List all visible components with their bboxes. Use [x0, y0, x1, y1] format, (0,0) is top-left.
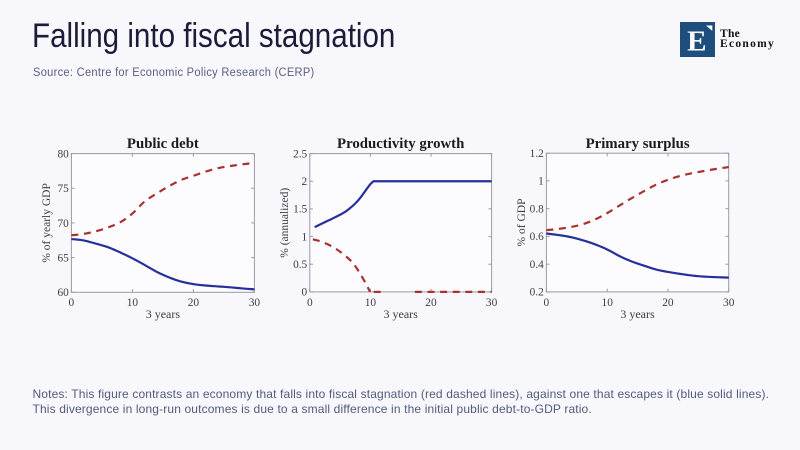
- svg-text:0.8: 0.8: [530, 204, 544, 216]
- svg-text:2: 2: [302, 176, 308, 188]
- svg-text:30: 30: [723, 297, 735, 309]
- svg-text:70: 70: [58, 218, 70, 230]
- svg-text:0.2: 0.2: [530, 287, 544, 299]
- svg-text:1.5: 1.5: [293, 204, 307, 216]
- svg-text:75: 75: [58, 183, 70, 195]
- svg-text:3 years: 3 years: [384, 307, 419, 321]
- svg-text:60: 60: [58, 287, 70, 299]
- svg-text:0: 0: [69, 297, 75, 309]
- svg-text:0.5: 0.5: [293, 259, 307, 271]
- svg-text:10: 10: [127, 297, 139, 309]
- svg-text:Productivity growth: Productivity growth: [337, 136, 464, 152]
- svg-text:0: 0: [307, 297, 313, 309]
- svg-text:80: 80: [58, 148, 70, 160]
- svg-text:1.2: 1.2: [530, 148, 544, 160]
- svg-text:65: 65: [58, 252, 70, 264]
- svg-text:10: 10: [365, 297, 377, 309]
- svg-text:Public debt: Public debt: [127, 136, 199, 152]
- svg-text:20: 20: [425, 297, 437, 309]
- svg-text:% of yearly GDP: % of yearly GDP: [41, 183, 53, 263]
- svg-text:0.4: 0.4: [530, 259, 544, 271]
- svg-text:% of GDP: % of GDP: [516, 199, 528, 247]
- svg-text:0: 0: [302, 287, 308, 299]
- svg-text:Primary surplus: Primary surplus: [586, 136, 690, 152]
- svg-text:1: 1: [302, 231, 308, 243]
- svg-text:0: 0: [544, 297, 550, 309]
- svg-text:30: 30: [486, 297, 498, 309]
- svg-text:30: 30: [249, 297, 261, 309]
- svg-text:10: 10: [602, 297, 614, 309]
- svg-text:1: 1: [538, 176, 544, 188]
- svg-text:% (annualized): % (annualized): [279, 188, 291, 258]
- svg-text:2.5: 2.5: [293, 148, 307, 160]
- svg-text:3 years: 3 years: [620, 307, 655, 321]
- svg-text:3 years: 3 years: [146, 307, 181, 321]
- svg-text:0.6: 0.6: [530, 231, 544, 243]
- svg-text:20: 20: [188, 297, 200, 309]
- svg-text:20: 20: [662, 297, 674, 309]
- svg-text:E: E: [687, 25, 706, 57]
